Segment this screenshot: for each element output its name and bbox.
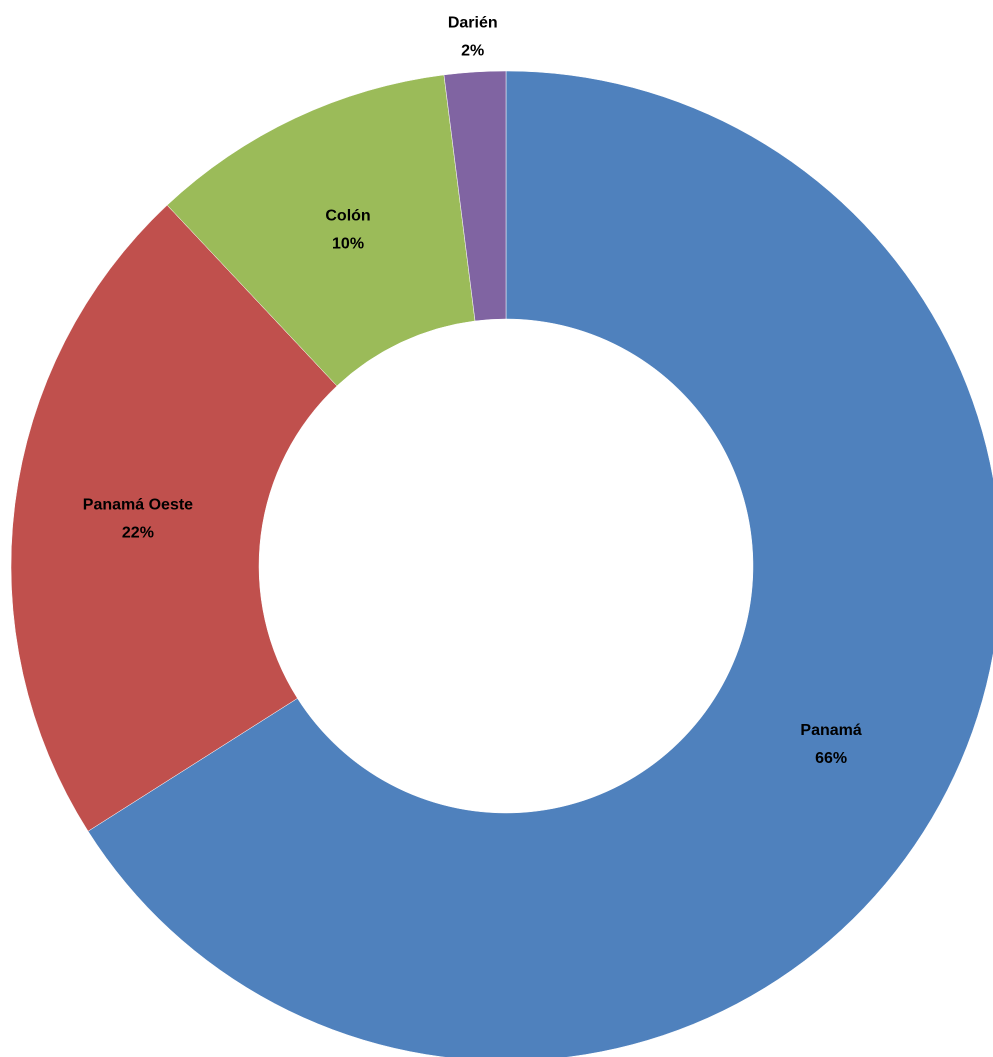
slice-label-name: Darién [448, 14, 498, 31]
slice-label-value: 10% [332, 236, 364, 253]
slice-label-value: 22% [122, 525, 154, 542]
donut-slice [443, 70, 507, 322]
slice-label-name: Colón [325, 208, 370, 225]
donut-slice [10, 204, 338, 832]
donut-slice [87, 70, 993, 1057]
slice-label-name: Panamá Oeste [83, 497, 193, 514]
slice-label-name: Panamá [800, 722, 861, 739]
slice-label-value: 66% [815, 750, 847, 767]
slice-label-value: 2% [461, 42, 484, 59]
donut-slice [166, 74, 476, 387]
